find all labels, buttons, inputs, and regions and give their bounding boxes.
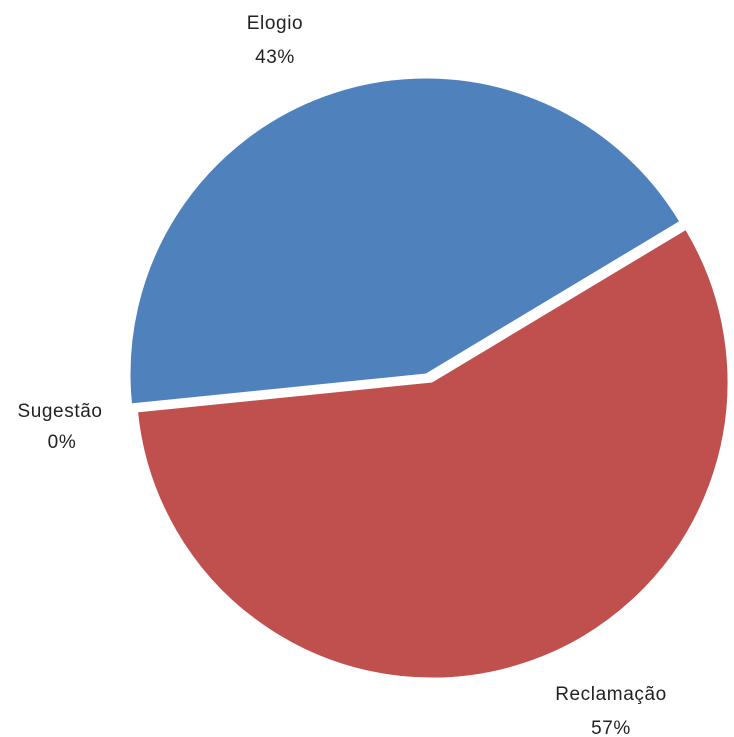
slice-label-name: Reclamação	[555, 684, 667, 705]
slice-label-name: Elogio	[247, 13, 303, 34]
slice-label-value: 57%	[591, 718, 631, 737]
pie-slice-reclamacao	[136, 228, 729, 679]
slice-label-value: 43%	[255, 47, 295, 68]
pie-slices	[129, 77, 729, 679]
slice-label-name: Sugestão	[17, 401, 102, 422]
slice-label-value: 0%	[48, 432, 77, 453]
pie-slice-elogio	[129, 77, 681, 405]
pie-labels: Elogio 43% Reclamação 57% Sugestão 0%	[17, 13, 666, 737]
